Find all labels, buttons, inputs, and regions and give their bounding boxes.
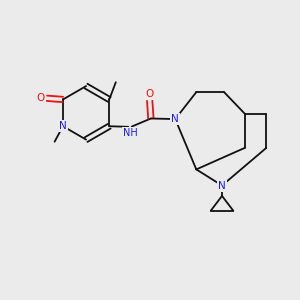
Text: O: O [36,93,44,103]
Text: N: N [171,114,179,124]
Text: N: N [218,181,226,190]
Text: O: O [146,88,154,98]
Text: NH: NH [123,128,137,138]
Text: N: N [59,121,67,131]
